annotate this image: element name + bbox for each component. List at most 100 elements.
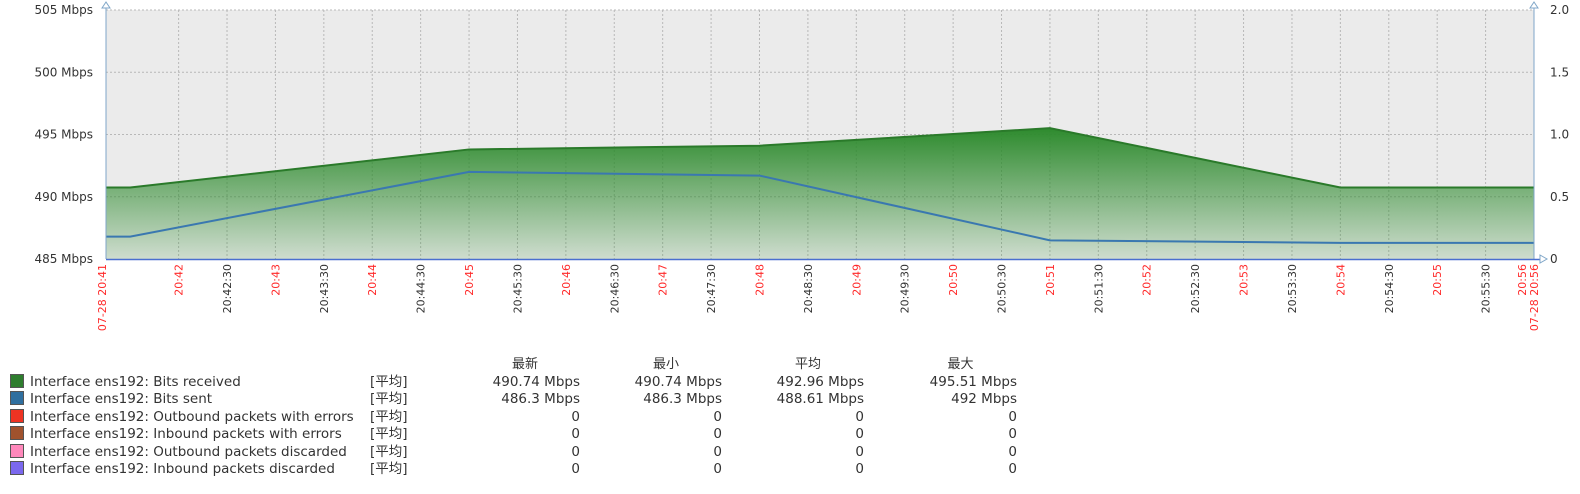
x-axis-arrow [1539,254,1549,264]
y-right-tick-label: 2.0 [1550,3,1569,17]
x-tick-label: 20:44 [366,264,379,296]
x-tick-label: 20:45 [463,264,476,296]
legend-min: 486.3 Mbps [643,391,722,407]
traffic-graph: 485 Mbps 490 Mbps 495 Mbps 500 Mbps 505 Mbps… [34,1,1569,331]
legend-series-name: Interface ens192: Inbound packets with e… [30,426,342,442]
legend-row: Interface ens192: Outbound packets with … [10,408,1017,427]
legend-agg: [平均] [370,408,408,425]
legend-last: 490.74 Mbps [492,373,580,390]
legend-max: 0 [1008,461,1017,477]
legend-last: 486.3 Mbps [501,391,580,407]
legend-name: Interface ens192: Outbound packets with … [10,408,370,427]
legend-min: 490.74 Mbps [634,373,722,390]
x-axis-labels: 07-28 20:41 20:42 20:42:30 20:43 20:43:30 20:… [96,264,1541,331]
left-axis-arrow [101,1,111,9]
x-tick-label: 20:53 [1238,264,1251,296]
series-line-0 [106,127,1534,189]
x-tick-label: 20:43 [269,264,282,296]
x-tick-label: 20:48:30 [802,264,815,313]
legend-max: 495.51 Mbps [929,373,1017,390]
legend-header-avg: 平均 [794,357,821,372]
legend-header-max: 最大 [947,357,974,372]
x-tick-label: 20:42:30 [221,264,234,313]
axes [101,1,1549,264]
y-right-tick-label: 0.5 [1550,190,1569,204]
legend: 最新 最小 平均 最大 Interface ens192: Bits recei… [10,356,1017,479]
series-area-0 [106,128,1534,259]
legend-agg: [平均] [370,391,408,407]
legend-min: 0 [713,408,722,425]
legend-agg: [平均] [370,461,408,477]
legend-last: 0 [571,443,580,460]
x-tick-label: 20:55:30 [1480,264,1493,313]
y-tick-label: 500 Mbps [34,65,93,79]
legend-avg: 488.61 Mbps [776,391,864,407]
y-tick-label: 495 Mbps [34,128,93,142]
legend-name: Interface ens192: Inbound packets with e… [10,426,370,444]
x-tick-label: 20:49:30 [899,264,912,313]
legend-series-name: Interface ens192: Inbound packets discar… [30,461,335,477]
legend-header-row: 最新 最小 平均 最大 [10,356,1017,374]
y-right-tick-label: 0 [1550,252,1558,266]
legend-color-swatch [10,408,24,423]
y-right-tick-label: 1.5 [1550,65,1569,79]
legend-series-name: Interface ens192: Bits sent [30,391,213,407]
legend-avg: 0 [855,408,864,425]
x-tick-label: 20:52 [1141,264,1154,296]
legend-avg: 0 [855,443,864,460]
x-tick-label: 20:50:30 [996,264,1009,313]
legend-color-swatch [10,461,24,475]
y-tick-label: 505 Mbps [34,3,93,17]
x-tick-label: 07-28 20:56 [1528,264,1541,331]
x-tick-label: 20:42 [173,264,186,296]
legend-header-min: 最小 [652,357,679,372]
legend-series-name: Interface ens192: Bits received [30,373,241,390]
x-tick-label: 20:47 [657,264,670,296]
legend-min: 0 [713,461,722,477]
x-tick-label: 20:54:30 [1383,264,1396,313]
y-tick-label: 490 Mbps [34,190,93,204]
legend-row: Interface ens192: Inbound packets discar… [10,461,1017,479]
series-layer [106,127,1534,259]
x-tick-label: 20:48 [753,264,766,296]
legend-color-swatch [10,443,24,458]
series-line-1 [106,170,1534,244]
legend-color-swatch [10,391,24,405]
legend-header-last: 最新 [511,357,538,372]
legend-avg: 0 [855,461,864,477]
legend-agg: [平均] [370,373,408,390]
x-tick-label: 07-28 20:41 [96,264,109,331]
x-tick-label: 20:50 [947,264,960,296]
legend-max: 0 [1008,426,1017,442]
x-tick-label: 20:47:30 [705,264,718,313]
x-tick-label: 20:51:30 [1092,264,1105,313]
x-tick-label: 20:46:30 [608,264,621,313]
legend-series-name: Interface ens192: Outbound packets disca… [30,443,347,460]
x-tick-label: 20:54 [1334,264,1347,296]
legend-avg: 0 [855,426,864,442]
legend-row: Interface ens192: Bits received [平均] 490.7… [10,373,1017,392]
legend-agg: [平均] [370,426,408,442]
legend-last: 0 [571,426,580,442]
x-tick-label: 20:51 [1044,264,1057,296]
y-tick-label: 485 Mbps [34,252,93,266]
legend-color-swatch [10,373,24,388]
legend-max: 492 Mbps [951,391,1017,407]
legend-row: Interface ens192: Inbound packets with e… [10,426,1017,444]
x-tick-label: 20:43:30 [318,264,331,313]
legend-body: Interface ens192: Bits received [平均] 490.7… [10,373,1017,479]
legend-series-name: Interface ens192: Outbound packets with … [30,408,354,425]
legend-max: 0 [1008,443,1017,460]
legend-agg: [平均] [370,443,408,460]
legend-row: Interface ens192: Outbound packets disca… [10,443,1017,462]
y-axis-right-labels: 0 0.5 1.0 1.5 2.0 [1550,3,1569,266]
y-axis-left-labels: 485 Mbps 490 Mbps 495 Mbps 500 Mbps 505 Mbps [34,3,93,266]
legend-color-swatch [10,426,24,440]
legend-table: 最新 最小 平均 最大 Interface ens192: Bits recei… [10,356,1017,479]
legend-name: Interface ens192: Bits received [10,373,370,392]
x-tick-label: 20:44:30 [415,264,428,313]
legend-min: 0 [713,426,722,442]
legend-name: Interface ens192: Bits sent [10,391,370,409]
x-tick-label: 20:49 [850,264,863,296]
x-tick-label: 20:53:30 [1286,264,1299,313]
